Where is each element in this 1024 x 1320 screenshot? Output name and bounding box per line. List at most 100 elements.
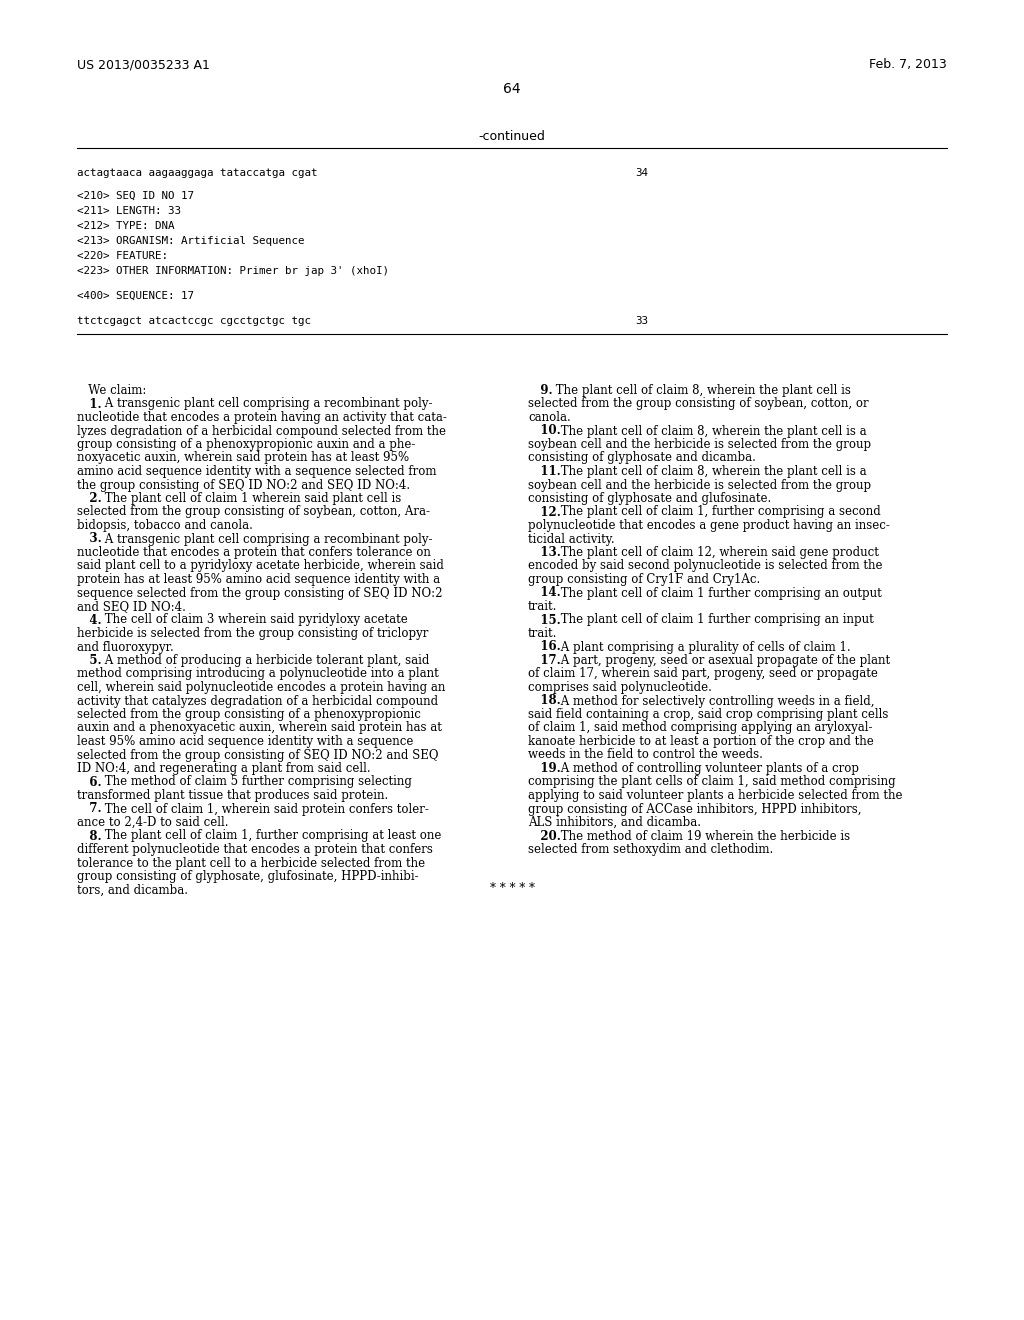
Text: soybean cell and the herbicide is selected from the group: soybean cell and the herbicide is select… xyxy=(528,479,871,491)
Text: selected from the group consisting of soybean, cotton, or: selected from the group consisting of so… xyxy=(528,397,868,411)
Text: 1.: 1. xyxy=(77,397,101,411)
Text: said plant cell to a pyridyloxy acetate herbicide, wherein said: said plant cell to a pyridyloxy acetate … xyxy=(77,560,443,573)
Text: We claim:: We claim: xyxy=(77,384,146,397)
Text: The plant cell of claim 8, wherein the plant cell is: The plant cell of claim 8, wherein the p… xyxy=(552,384,851,397)
Text: The method of claim 19 wherein the herbicide is: The method of claim 19 wherein the herbi… xyxy=(557,829,850,842)
Text: group consisting of a phenoxypropionic auxin and a phe-: group consisting of a phenoxypropionic a… xyxy=(77,438,416,451)
Text: consisting of glyphosate and glufosinate.: consisting of glyphosate and glufosinate… xyxy=(528,492,771,506)
Text: A transgenic plant cell comprising a recombinant poly-: A transgenic plant cell comprising a rec… xyxy=(101,397,433,411)
Text: bidopsis, tobacco and canola.: bidopsis, tobacco and canola. xyxy=(77,519,253,532)
Text: 4.: 4. xyxy=(77,614,101,627)
Text: selected from the group consisting of a phenoxypropionic: selected from the group consisting of a … xyxy=(77,708,421,721)
Text: nucleotide that encodes a protein that confers tolerance on: nucleotide that encodes a protein that c… xyxy=(77,546,431,558)
Text: 34: 34 xyxy=(635,168,648,178)
Text: transformed plant tissue that produces said protein.: transformed plant tissue that produces s… xyxy=(77,789,388,803)
Text: tors, and dicamba.: tors, and dicamba. xyxy=(77,883,188,896)
Text: trait.: trait. xyxy=(528,627,557,640)
Text: nucleotide that encodes a protein having an activity that cata-: nucleotide that encodes a protein having… xyxy=(77,411,446,424)
Text: Feb. 7, 2013: Feb. 7, 2013 xyxy=(869,58,947,71)
Text: The plant cell of claim 8, wherein the plant cell is a: The plant cell of claim 8, wherein the p… xyxy=(557,465,866,478)
Text: <213> ORGANISM: Artificial Sequence: <213> ORGANISM: Artificial Sequence xyxy=(77,236,304,246)
Text: The plant cell of claim 1 further comprising an output: The plant cell of claim 1 further compri… xyxy=(557,586,882,599)
Text: weeds in the field to control the weeds.: weeds in the field to control the weeds. xyxy=(528,748,763,762)
Text: 3.: 3. xyxy=(77,532,101,545)
Text: 13.: 13. xyxy=(528,546,561,558)
Text: A method of producing a herbicide tolerant plant, said: A method of producing a herbicide tolera… xyxy=(101,653,430,667)
Text: * * * * *: * * * * * xyxy=(489,882,535,895)
Text: -continued: -continued xyxy=(478,129,546,143)
Text: <220> FEATURE:: <220> FEATURE: xyxy=(77,251,168,261)
Text: 33: 33 xyxy=(635,315,648,326)
Text: A plant comprising a plurality of cells of claim 1.: A plant comprising a plurality of cells … xyxy=(557,640,851,653)
Text: of claim 1, said method comprising applying an aryloxyal-: of claim 1, said method comprising apply… xyxy=(528,722,872,734)
Text: protein has at least 95% amino acid sequence identity with a: protein has at least 95% amino acid sequ… xyxy=(77,573,440,586)
Text: US 2013/0035233 A1: US 2013/0035233 A1 xyxy=(77,58,210,71)
Text: trait.: trait. xyxy=(528,601,557,612)
Text: consisting of glyphosate and dicamba.: consisting of glyphosate and dicamba. xyxy=(528,451,756,465)
Text: group consisting of ACCase inhibitors, HPPD inhibitors,: group consisting of ACCase inhibitors, H… xyxy=(528,803,861,816)
Text: 12.: 12. xyxy=(528,506,561,519)
Text: different polynucleotide that encodes a protein that confers: different polynucleotide that encodes a … xyxy=(77,843,433,855)
Text: 64: 64 xyxy=(503,82,521,96)
Text: 14.: 14. xyxy=(528,586,561,599)
Text: 6.: 6. xyxy=(77,776,101,788)
Text: the group consisting of SEQ ID NO:2 and SEQ ID NO:4.: the group consisting of SEQ ID NO:2 and … xyxy=(77,479,411,491)
Text: 10.: 10. xyxy=(528,425,561,437)
Text: <210> SEQ ID NO 17: <210> SEQ ID NO 17 xyxy=(77,191,194,201)
Text: said field containing a crop, said crop comprising plant cells: said field containing a crop, said crop … xyxy=(528,708,889,721)
Text: encoded by said second polynucleotide is selected from the: encoded by said second polynucleotide is… xyxy=(528,560,883,573)
Text: A method of controlling volunteer plants of a crop: A method of controlling volunteer plants… xyxy=(557,762,859,775)
Text: soybean cell and the herbicide is selected from the group: soybean cell and the herbicide is select… xyxy=(528,438,871,451)
Text: and SEQ ID NO:4.: and SEQ ID NO:4. xyxy=(77,601,186,612)
Text: lyzes degradation of a herbicidal compound selected from the: lyzes degradation of a herbicidal compou… xyxy=(77,425,446,437)
Text: 17.: 17. xyxy=(528,653,561,667)
Text: The plant cell of claim 12, wherein said gene product: The plant cell of claim 12, wherein said… xyxy=(557,546,879,558)
Text: noxyacetic auxin, wherein said protein has at least 95%: noxyacetic auxin, wherein said protein h… xyxy=(77,451,410,465)
Text: comprising the plant cells of claim 1, said method comprising: comprising the plant cells of claim 1, s… xyxy=(528,776,896,788)
Text: actagtaaca aagaaggaga tataccatga cgat: actagtaaca aagaaggaga tataccatga cgat xyxy=(77,168,317,178)
Text: group consisting of Cry1F and Cry1Ac.: group consisting of Cry1F and Cry1Ac. xyxy=(528,573,760,586)
Text: <211> LENGTH: 33: <211> LENGTH: 33 xyxy=(77,206,181,216)
Text: 18.: 18. xyxy=(528,694,561,708)
Text: The plant cell of claim 8, wherein the plant cell is a: The plant cell of claim 8, wherein the p… xyxy=(557,425,866,437)
Text: herbicide is selected from the group consisting of triclopyr: herbicide is selected from the group con… xyxy=(77,627,428,640)
Text: ance to 2,4-D to said cell.: ance to 2,4-D to said cell. xyxy=(77,816,228,829)
Text: amino acid sequence identity with a sequence selected from: amino acid sequence identity with a sequ… xyxy=(77,465,436,478)
Text: tolerance to the plant cell to a herbicide selected from the: tolerance to the plant cell to a herbici… xyxy=(77,857,425,870)
Text: 7.: 7. xyxy=(77,803,101,816)
Text: selected from sethoxydim and clethodim.: selected from sethoxydim and clethodim. xyxy=(528,843,773,855)
Text: A transgenic plant cell comprising a recombinant poly-: A transgenic plant cell comprising a rec… xyxy=(101,532,433,545)
Text: canola.: canola. xyxy=(528,411,570,424)
Text: 16.: 16. xyxy=(528,640,561,653)
Text: 2.: 2. xyxy=(77,492,101,506)
Text: The plant cell of claim 1, further comprising a second: The plant cell of claim 1, further compr… xyxy=(557,506,881,519)
Text: 15.: 15. xyxy=(528,614,561,627)
Text: ttctcgagct atcactccgc cgcctgctgc tgc: ttctcgagct atcactccgc cgcctgctgc tgc xyxy=(77,315,311,326)
Text: applying to said volunteer plants a herbicide selected from the: applying to said volunteer plants a herb… xyxy=(528,789,902,803)
Text: The method of claim 5 further comprising selecting: The method of claim 5 further comprising… xyxy=(101,776,412,788)
Text: 11.: 11. xyxy=(528,465,561,478)
Text: ALS inhibitors, and dicamba.: ALS inhibitors, and dicamba. xyxy=(528,816,701,829)
Text: ticidal activity.: ticidal activity. xyxy=(528,532,614,545)
Text: sequence selected from the group consisting of SEQ ID NO:2: sequence selected from the group consist… xyxy=(77,586,442,599)
Text: kanoate herbicide to at least a portion of the crop and the: kanoate herbicide to at least a portion … xyxy=(528,735,873,748)
Text: 19.: 19. xyxy=(528,762,561,775)
Text: method comprising introducing a polynucleotide into a plant: method comprising introducing a polynucl… xyxy=(77,668,438,681)
Text: cell, wherein said polynucleotide encodes a protein having an: cell, wherein said polynucleotide encode… xyxy=(77,681,445,694)
Text: A method for selectively controlling weeds in a field,: A method for selectively controlling wee… xyxy=(557,694,874,708)
Text: 5.: 5. xyxy=(77,653,101,667)
Text: The plant cell of claim 1, further comprising at least one: The plant cell of claim 1, further compr… xyxy=(101,829,441,842)
Text: of claim 17, wherein said part, progeny, seed or propagate: of claim 17, wherein said part, progeny,… xyxy=(528,668,878,681)
Text: selected from the group consisting of soybean, cotton, Ara-: selected from the group consisting of so… xyxy=(77,506,430,519)
Text: The cell of claim 1, wherein said protein confers toler-: The cell of claim 1, wherein said protei… xyxy=(101,803,429,816)
Text: least 95% amino acid sequence identity with a sequence: least 95% amino acid sequence identity w… xyxy=(77,735,414,748)
Text: A part, progeny, seed or asexual propagate of the plant: A part, progeny, seed or asexual propaga… xyxy=(557,653,890,667)
Text: activity that catalyzes degradation of a herbicidal compound: activity that catalyzes degradation of a… xyxy=(77,694,438,708)
Text: 8.: 8. xyxy=(77,829,101,842)
Text: <223> OTHER INFORMATION: Primer br jap 3' (xhoI): <223> OTHER INFORMATION: Primer br jap 3… xyxy=(77,267,389,276)
Text: polynucleotide that encodes a gene product having an insec-: polynucleotide that encodes a gene produ… xyxy=(528,519,890,532)
Text: and fluoroxypyr.: and fluoroxypyr. xyxy=(77,640,174,653)
Text: <400> SEQUENCE: 17: <400> SEQUENCE: 17 xyxy=(77,290,194,301)
Text: 20.: 20. xyxy=(528,829,561,842)
Text: The plant cell of claim 1 wherein said plant cell is: The plant cell of claim 1 wherein said p… xyxy=(101,492,401,506)
